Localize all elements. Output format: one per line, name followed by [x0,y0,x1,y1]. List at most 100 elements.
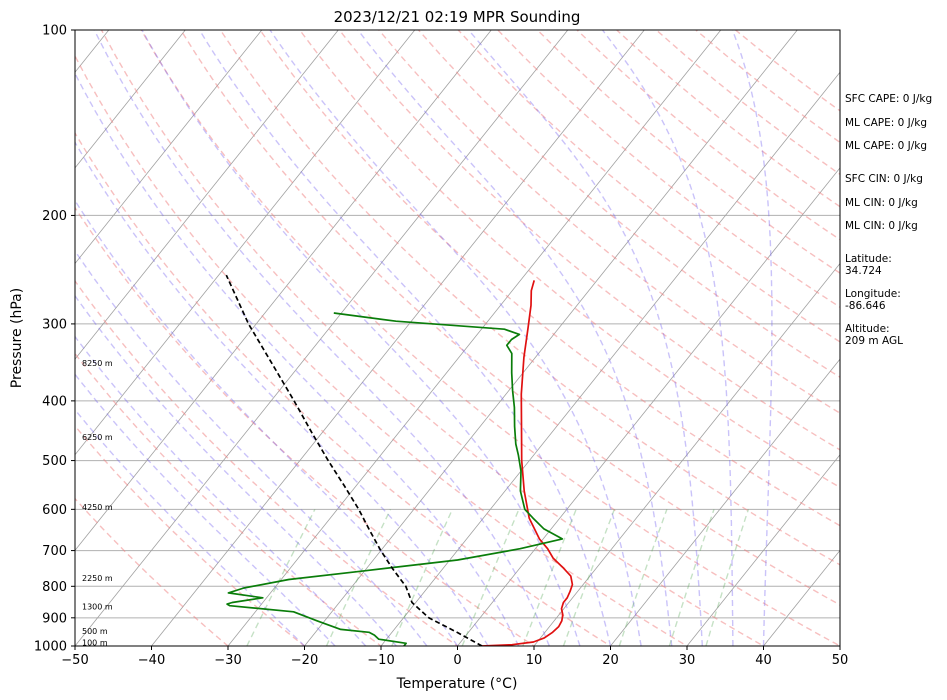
dry-adiabat-line [140,30,840,646]
moist-adiabat-line [75,408,305,646]
x-tick-label: −40 [138,653,165,668]
isotherm-line [75,30,339,360]
dry-adiabat-line [259,30,840,527]
moist-adiabat-line [75,71,520,646]
moist-adiabat-line [601,30,734,646]
mixing-ratio-line [618,509,668,646]
mixing-ratio-line [391,509,454,646]
height-label: 2250 m [82,574,113,583]
parcel-trace [225,274,483,646]
x-tick-label: −50 [61,653,88,668]
moist-adiabat-line [198,30,612,646]
longitude-label: Longitude: [845,288,901,300]
x-tick-label: 20 [602,653,619,668]
altitude-value: 209 m AGL [845,335,903,347]
moist-adiabat-line [269,30,642,646]
moist-adiabat-line [75,373,336,646]
moist-adiabat-line [75,249,428,646]
mixing-ratio-line [668,509,715,646]
y-tick-label: 400 [42,394,67,409]
moist-adiabat-line [75,199,459,646]
dry-adiabat-line [180,30,840,606]
dry-adiabat-line [75,279,459,646]
y-tick-label: 500 [42,454,67,469]
isotherm-line [75,30,569,646]
x-tick-label: 40 [755,653,772,668]
background-lines [75,30,840,646]
plot-background [75,30,840,646]
moist-adiabat-line [75,294,397,646]
y-tick-label: 300 [42,317,67,332]
dry-adiabat-line [299,30,840,489]
ml-cape-text-2: ML CAPE: 0 J/kg [845,140,927,152]
moist-adiabat-line [93,30,550,646]
dry-adiabat-line [75,424,306,646]
isotherm-line [456,167,840,646]
height-labels: 100 m 500 m 1300 m 2250 m 4250 m 6250 m 8250 m [82,359,113,648]
moist-adiabat-line [75,141,489,646]
mixing-ratio-line [522,509,577,646]
temperature-trace [481,280,574,646]
height-label: 4250 m [82,503,113,512]
sfc-cape-text: SFC CAPE: 0 J/kg [845,93,932,105]
dry-adiabat-line [75,54,689,646]
dewpoint-trace [226,312,564,646]
isotherm-line [686,454,840,646]
ml-cin-text: ML CIN: 0 J/kg [845,197,918,209]
latitude-label: Latitude: [845,253,892,265]
y-axis-ticks: 100 200 300 400 500 600 700 800 900 1000 [34,24,75,655]
longitude-value: -86.646 [845,300,886,312]
height-label: 1300 m [82,602,113,611]
height-label: 500 m [82,627,108,636]
height-label: 6250 m [82,433,113,442]
y-tick-label: 900 [42,611,67,626]
y-tick-label: 700 [42,544,67,559]
isotherm-line [75,30,492,552]
dry-adiabat-line [457,30,840,343]
y-axis-title: Pressure (hPa) [9,288,25,388]
isotherm-line [75,30,263,265]
latitude-value: 34.724 [845,265,882,277]
x-tick-label: 30 [679,653,696,668]
chart-title: 2023/12/21 02:19 MPR Sounding [334,8,581,26]
indices-panel: SFC CAPE: 0 J/kg ML CAPE: 0 J/kg ML CAPE… [845,93,932,347]
y-tick-label: 200 [42,209,67,224]
x-tick-label: −20 [291,653,318,668]
x-tick-label: 0 [453,653,461,668]
x-tick-label: 50 [832,653,849,668]
sounding-traces [225,274,574,646]
sfc-cin-text: SFC CIN: 0 J/kg [845,173,923,185]
dry-adiabat-line [75,352,383,646]
x-tick-label: −30 [214,653,241,668]
height-label: 8250 m [82,359,113,368]
height-label: 100 m [82,638,108,647]
ml-cin-text-2: ML CIN: 0 J/kg [845,220,918,232]
mixing-ratio-line [562,509,616,646]
isotherm-line [380,71,840,646]
dry-adiabat-line [219,30,840,566]
moist-adiabat-line [357,30,673,646]
isotherm-line [75,30,186,169]
y-tick-label: 600 [42,503,67,518]
isotherm-line [75,30,416,456]
moist-adiabat-line [468,30,703,646]
moist-adiabat-line [75,335,367,646]
isotherm-line [533,262,840,646]
x-tick-label: 10 [526,653,543,668]
isotherm-line [150,30,645,646]
isotherm-line [762,549,840,646]
ml-cape-text: ML CAPE: 0 J/kg [845,117,927,129]
isotherm-line [303,30,798,646]
moist-adiabat-line [731,30,773,646]
y-tick-label: 1000 [34,640,67,655]
dry-adiabat-line [417,30,840,378]
x-axis-title: Temperature (°C) [396,676,518,692]
mixing-ratio-line [705,509,750,646]
mixing-ratio-line [461,509,520,646]
y-tick-label: 800 [42,580,67,595]
isotherm-line [227,30,722,646]
mixing-ratio-line [246,508,316,646]
isotherm-line [609,358,840,646]
dry-adiabat-line [75,206,536,646]
